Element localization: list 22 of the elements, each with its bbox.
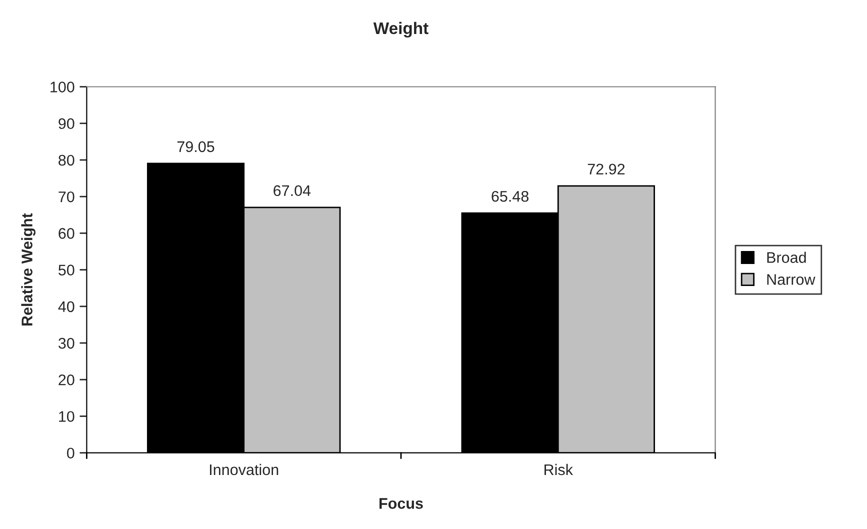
data-label: 79.05	[177, 141, 214, 152]
y-tick-label: 100	[50, 82, 74, 92]
legend-label: Broad	[767, 252, 806, 263]
y-tick-label: 50	[58, 264, 74, 276]
chart-title: Weight	[373, 22, 428, 38]
legend-label: Narrow	[767, 274, 816, 285]
y-tick-label: 20	[58, 374, 74, 386]
y-tick-label: 90	[58, 118, 74, 130]
x-tick-label: Risk	[544, 464, 574, 476]
y-tick-label: 80	[58, 154, 74, 166]
y-tick-label: 30	[58, 338, 74, 349]
y-tick-label: 40	[58, 301, 74, 312]
y-axis-title: Relative Weight	[21, 213, 36, 326]
y-tick-label: 70	[58, 191, 74, 202]
data-label: 72.92	[588, 164, 625, 175]
y-tick-label: 10	[59, 411, 74, 422]
y-tick-label: 60	[58, 228, 74, 239]
y-tick-label: 0	[66, 448, 74, 459]
data-label: 65.48	[492, 190, 528, 202]
x-tick-label: Innovation	[210, 464, 278, 476]
x-axis-title: Focus	[380, 498, 423, 509]
data-label: 67.04	[274, 185, 311, 196]
